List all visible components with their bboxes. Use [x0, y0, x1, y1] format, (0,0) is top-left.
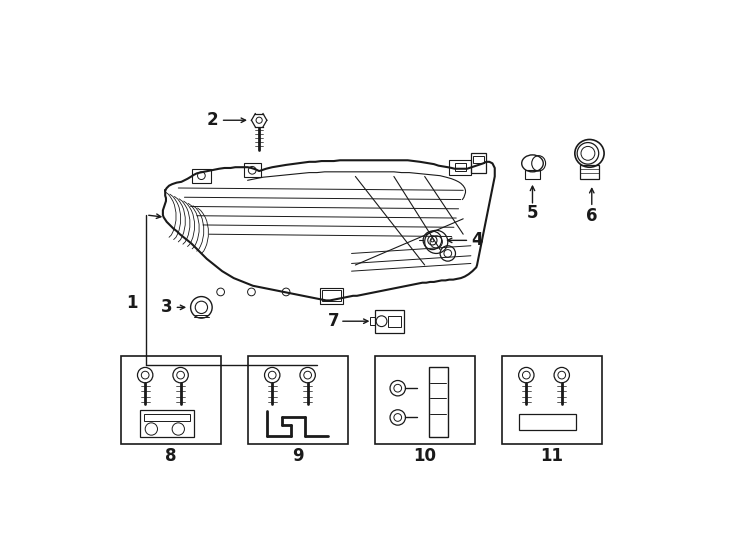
Text: 10: 10	[413, 447, 436, 465]
Text: 2: 2	[207, 111, 219, 129]
Bar	[139, 410, 194, 437]
Text: 3: 3	[161, 298, 172, 316]
Text: 6: 6	[586, 207, 597, 226]
Bar	[471, 153, 487, 173]
Bar	[525, 170, 540, 179]
Bar	[473, 156, 484, 164]
Bar	[244, 164, 261, 177]
Bar	[388, 316, 401, 327]
Bar	[429, 367, 448, 437]
Bar	[501, 356, 602, 444]
Bar	[120, 356, 221, 444]
Bar	[247, 356, 348, 444]
Bar	[374, 309, 404, 333]
Text: 11: 11	[540, 447, 563, 465]
Bar	[374, 356, 475, 444]
Bar	[322, 291, 341, 301]
Text: 5: 5	[527, 205, 538, 222]
Bar	[320, 288, 343, 303]
Bar	[580, 165, 599, 179]
Text: 1: 1	[126, 294, 138, 313]
Bar	[456, 164, 466, 171]
Bar	[370, 318, 374, 325]
Bar	[144, 414, 190, 421]
Text: 4: 4	[471, 231, 483, 249]
Bar	[449, 159, 471, 175]
Bar	[192, 168, 211, 183]
Text: 9: 9	[292, 447, 303, 465]
Bar	[519, 414, 576, 430]
Text: 8: 8	[165, 447, 176, 465]
Text: 7: 7	[328, 312, 340, 330]
